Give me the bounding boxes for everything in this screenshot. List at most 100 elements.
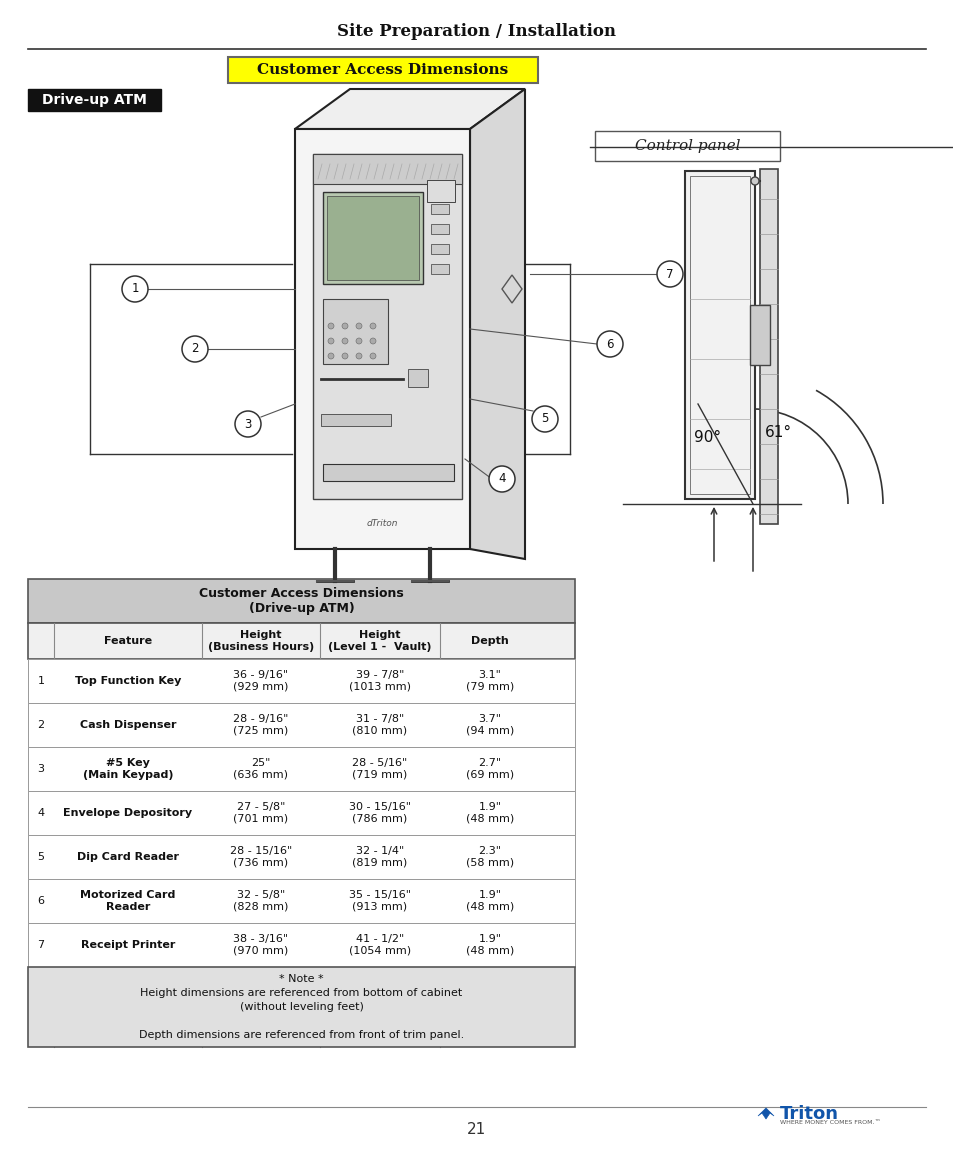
Text: Envelope Depository: Envelope Depository xyxy=(63,808,193,818)
Text: 30 - 15/16"
(786 mm): 30 - 15/16" (786 mm) xyxy=(349,802,411,824)
Circle shape xyxy=(657,261,682,287)
Bar xyxy=(749,305,769,365)
Circle shape xyxy=(341,353,348,359)
Text: Feature: Feature xyxy=(104,636,152,646)
Text: Site Preparation / Installation: Site Preparation / Installation xyxy=(337,22,616,39)
Text: 2.7"
(69 mm): 2.7" (69 mm) xyxy=(465,758,514,780)
Bar xyxy=(313,154,461,184)
Bar xyxy=(408,369,428,387)
Circle shape xyxy=(597,331,622,357)
Circle shape xyxy=(234,411,261,437)
Text: 6: 6 xyxy=(37,896,45,906)
Text: 7: 7 xyxy=(665,268,673,280)
Text: 28 - 9/16"
(725 mm): 28 - 9/16" (725 mm) xyxy=(233,714,289,736)
Circle shape xyxy=(370,338,375,344)
Text: 5: 5 xyxy=(540,413,548,425)
Bar xyxy=(320,414,391,427)
Text: Receipt Printer: Receipt Printer xyxy=(81,940,175,950)
Bar xyxy=(684,172,754,500)
Text: 28 - 5/16"
(719 mm): 28 - 5/16" (719 mm) xyxy=(352,758,407,780)
Bar xyxy=(431,264,449,274)
Text: 6: 6 xyxy=(605,337,613,350)
Text: 61°: 61° xyxy=(763,425,791,440)
Text: 36 - 9/16"
(929 mm): 36 - 9/16" (929 mm) xyxy=(233,670,289,692)
Text: 4: 4 xyxy=(37,808,45,818)
Text: 25"
(636 mm): 25" (636 mm) xyxy=(233,758,288,780)
Text: 3.7"
(94 mm): 3.7" (94 mm) xyxy=(465,714,514,736)
Text: Control panel: Control panel xyxy=(634,139,740,153)
Polygon shape xyxy=(470,89,524,559)
Circle shape xyxy=(355,338,361,344)
Bar xyxy=(431,204,449,214)
Circle shape xyxy=(355,353,361,359)
Bar xyxy=(28,923,575,967)
Text: Triton: Triton xyxy=(780,1105,838,1123)
Bar xyxy=(228,57,537,83)
Text: 2: 2 xyxy=(37,720,45,730)
Text: Motorized Card
Reader: Motorized Card Reader xyxy=(80,890,175,912)
Text: WHERE MONEY COMES FROM.™: WHERE MONEY COMES FROM.™ xyxy=(780,1121,880,1125)
Text: 31 - 7/8"
(810 mm): 31 - 7/8" (810 mm) xyxy=(352,714,407,736)
Text: 32 - 1/4"
(819 mm): 32 - 1/4" (819 mm) xyxy=(352,846,407,868)
Bar xyxy=(28,659,575,704)
Circle shape xyxy=(341,338,348,344)
Bar xyxy=(28,580,575,624)
Text: Drive-up ATM: Drive-up ATM xyxy=(42,93,146,107)
Text: 3: 3 xyxy=(37,764,45,774)
Text: 2: 2 xyxy=(191,343,198,356)
Text: Cash Dispenser: Cash Dispenser xyxy=(80,720,176,730)
Text: 2.3"
(58 mm): 2.3" (58 mm) xyxy=(465,846,514,868)
Circle shape xyxy=(370,323,375,329)
Text: 3.1"
(79 mm): 3.1" (79 mm) xyxy=(465,670,514,692)
Bar xyxy=(313,154,461,500)
Text: * Note *
Height dimensions are referenced from bottom of cabinet
(without leveli: * Note * Height dimensions are reference… xyxy=(139,974,464,1040)
Text: 1.9"
(48 mm): 1.9" (48 mm) xyxy=(465,802,514,824)
Text: 90°: 90° xyxy=(694,430,720,445)
Bar xyxy=(28,967,575,1047)
Text: 1.9"
(48 mm): 1.9" (48 mm) xyxy=(465,890,514,912)
Text: Height
(Level 1 -  Vault): Height (Level 1 - Vault) xyxy=(328,630,432,651)
Bar xyxy=(294,129,470,549)
Text: 21: 21 xyxy=(467,1122,486,1137)
Text: 5: 5 xyxy=(37,852,45,862)
Text: Top Function Key: Top Function Key xyxy=(74,676,181,686)
Bar xyxy=(327,196,418,280)
Polygon shape xyxy=(758,1108,773,1118)
Bar xyxy=(689,176,749,494)
Text: #5 Key
(Main Keypad): #5 Key (Main Keypad) xyxy=(83,758,173,780)
Bar xyxy=(28,790,575,834)
Bar xyxy=(431,245,449,254)
Circle shape xyxy=(328,353,334,359)
Circle shape xyxy=(370,353,375,359)
Text: 32 - 5/8"
(828 mm): 32 - 5/8" (828 mm) xyxy=(233,890,289,912)
Polygon shape xyxy=(294,89,524,129)
Bar xyxy=(427,180,455,202)
Bar xyxy=(28,624,575,659)
Circle shape xyxy=(182,336,208,362)
Text: 1: 1 xyxy=(37,676,45,686)
Circle shape xyxy=(328,323,334,329)
Text: 7: 7 xyxy=(37,940,45,950)
Text: Height
(Business Hours): Height (Business Hours) xyxy=(208,630,314,651)
Text: 35 - 15/16"
(913 mm): 35 - 15/16" (913 mm) xyxy=(349,890,411,912)
Bar xyxy=(323,192,422,284)
Text: Customer Access Dimensions
(Drive-up ATM): Customer Access Dimensions (Drive-up ATM… xyxy=(199,586,403,615)
Bar xyxy=(28,879,575,923)
Bar xyxy=(595,131,780,161)
Text: Depth: Depth xyxy=(471,636,508,646)
Bar xyxy=(28,89,161,111)
Bar xyxy=(28,748,575,790)
Bar xyxy=(28,834,575,879)
Text: 38 - 3/16"
(970 mm): 38 - 3/16" (970 mm) xyxy=(233,934,289,956)
Circle shape xyxy=(355,323,361,329)
Bar xyxy=(431,224,449,234)
Text: 4: 4 xyxy=(497,473,505,486)
Circle shape xyxy=(532,406,558,432)
Bar xyxy=(760,169,778,524)
Bar xyxy=(323,464,454,481)
Text: 1: 1 xyxy=(132,283,138,296)
Text: 28 - 15/16"
(736 mm): 28 - 15/16" (736 mm) xyxy=(230,846,292,868)
Text: Dip Card Reader: Dip Card Reader xyxy=(77,852,179,862)
Circle shape xyxy=(122,276,148,302)
Bar xyxy=(323,299,388,364)
